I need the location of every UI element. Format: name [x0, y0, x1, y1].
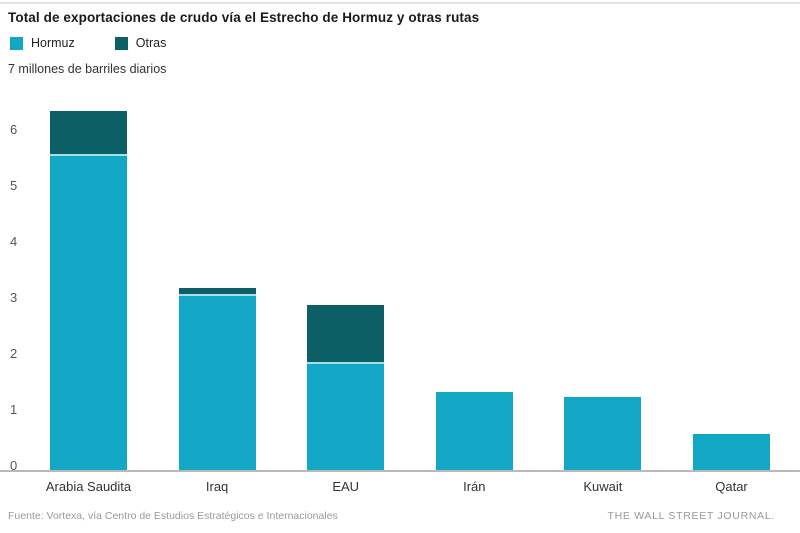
- axis-unit-label: 7 millones de barriles diarios: [8, 62, 167, 76]
- x-axis-label: Qatar: [715, 479, 748, 494]
- legend-item-hormuz: Hormuz: [10, 36, 75, 50]
- legend-label-otras: Otras: [135, 36, 167, 50]
- bar-segment-hormuz: [178, 296, 256, 470]
- y-axis-tick: 1: [10, 402, 18, 417]
- top-divider: [0, 2, 800, 4]
- y-axis-tick: 3: [10, 290, 18, 305]
- y-axis-tick: 6: [10, 122, 18, 137]
- bar-segment-hormuz: [307, 364, 385, 470]
- y-axis-tick: 0: [10, 458, 18, 473]
- bar-segment-hormuz: [435, 392, 513, 470]
- bar-segment-otras: [50, 111, 127, 156]
- x-axis-label: Iraq: [205, 479, 229, 494]
- chart-legend: Hormuz Otras: [10, 36, 166, 50]
- y-axis-tick: 5: [10, 178, 18, 193]
- y-axis-tick: 2: [10, 346, 18, 361]
- x-axis-label: Arabia Saudita: [45, 479, 132, 494]
- legend-label-hormuz: Hormuz: [31, 36, 75, 50]
- x-axis-label: Kuwait: [583, 479, 623, 494]
- bar-segment-otras: [307, 305, 385, 364]
- otras-swatch-icon: [114, 36, 128, 50]
- source-note: Fuente: Vortexa, vía Centro de Estudios …: [8, 510, 338, 522]
- x-axis-label: EAU: [332, 479, 360, 494]
- bar-segment-hormuz: [693, 434, 770, 470]
- y-axis-tick: 4: [10, 234, 18, 249]
- bar-segment-hormuz: [564, 397, 642, 470]
- publisher-credit: THE WALL STREET JOURNAL.: [607, 510, 775, 522]
- legend-item-otras: Otras: [114, 36, 167, 50]
- x-axis-line: [0, 470, 800, 472]
- hormuz-swatch-icon: [10, 36, 23, 50]
- bar-segment-otras: [178, 288, 256, 296]
- x-axis-label: Irán: [463, 479, 486, 494]
- chart-title: Total de exportaciones de crudo vía el E…: [8, 10, 480, 25]
- bar-segment-hormuz: [50, 156, 127, 470]
